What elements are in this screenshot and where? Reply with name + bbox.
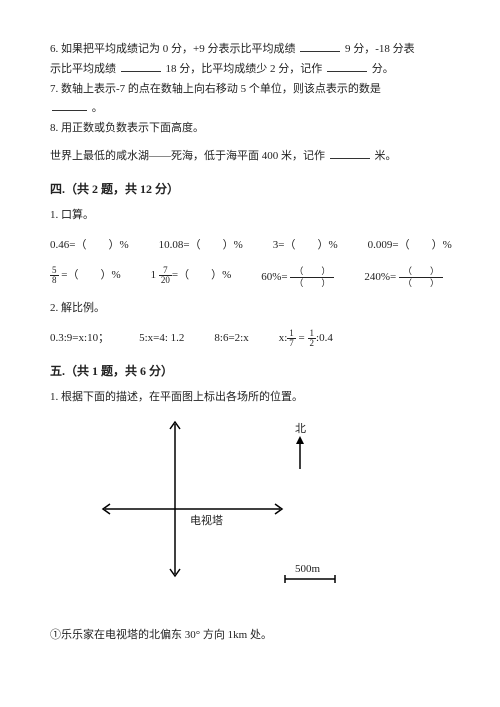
calc-row-2: 5 8 =（ ）% 1 7 20 =（ ）% 60%= （ ） （ ） 240%… <box>50 266 450 289</box>
map-diagram: 电视塔 北 500m <box>90 414 370 614</box>
calc-item: 10.08=（ ）% <box>159 236 243 256</box>
calc-item: 0.46=（ ）% <box>50 236 129 256</box>
calc-item: 0.009=（ ）% <box>368 236 452 256</box>
proportion-row: 0.3:9=x:10； 5:x=4: 1.2 8:6=2:x x:17 = 12… <box>50 329 450 349</box>
north-arrow-head-icon <box>296 436 304 444</box>
q6-text: 分。 <box>372 63 394 75</box>
calc-item: 60%= （ ） （ ） <box>261 266 334 289</box>
fraction: （ ） （ ） <box>399 266 443 289</box>
diagram: 电视塔 北 500m <box>90 414 450 614</box>
fraction: 7 20 <box>159 266 172 285</box>
fraction: 17 <box>287 329 296 348</box>
center-label: 电视塔 <box>190 513 223 527</box>
section-5-title: 五.（共 1 题，共 6 分） <box>50 361 450 383</box>
q7-text: 7. 数轴上表示-7 的点在数轴上向右移动 5 个单位，则该点表示的数是 <box>50 83 381 95</box>
q6-text: 18 分，比平均成绩少 2 分，记作 <box>166 63 323 75</box>
s4-q1: 1. 口算。 <box>50 206 450 226</box>
q8-text: 世界上最低的咸水湖——死海，低于海平面 400 米，记作 <box>50 150 325 162</box>
blank[interactable] <box>52 101 87 112</box>
question-7: 7. 数轴上表示-7 的点在数轴上向右移动 5 个单位，则该点表示的数是 。 <box>50 80 450 120</box>
q8-text: 8. 用正数或负数表示下面高度。 <box>50 122 204 134</box>
calc-row-1: 0.46=（ ）% 10.08=（ ）% 3=（ ）% 0.009=（ ）% <box>50 236 450 256</box>
question-8: 8. 用正数或负数表示下面高度。 <box>50 119 450 139</box>
prop-item: 0.3:9=x:10； <box>50 329 109 349</box>
north-label: 北 <box>295 422 306 435</box>
s4-q2: 2. 解比例。 <box>50 299 450 319</box>
q7-text: 。 <box>92 102 103 114</box>
calc-item: 5 8 =（ ）% <box>50 266 121 289</box>
blank[interactable] <box>121 61 161 72</box>
q6-text: 示比平均成绩 <box>50 63 116 75</box>
prop-item: 5:x=4: 1.2 <box>139 329 184 349</box>
q6-text: 9 分，-18 分表 <box>345 43 415 55</box>
prop-item: 8:6=2:x <box>214 329 248 349</box>
fraction: （ ） （ ） <box>290 266 334 289</box>
fraction: 12 <box>308 329 317 348</box>
calc-item: 240%= （ ） （ ） <box>364 266 443 289</box>
s5-q1: 1. 根据下面的描述，在平面图上标出各场所的位置。 <box>50 388 450 408</box>
question-6: 6. 如果把平均成绩记为 0 分，+9 分表示比平均成绩 9 分，-18 分表 … <box>50 40 450 80</box>
q6-text: 6. 如果把平均成绩记为 0 分，+9 分表示比平均成绩 <box>50 43 295 55</box>
question-8-line2: 世界上最低的咸水湖——死海，低于海平面 400 米，记作 米。 <box>50 147 450 167</box>
s5-item1: ①乐乐家在电视塔的北偏东 30° 方向 1km 处。 <box>50 626 450 646</box>
blank[interactable] <box>330 148 370 159</box>
blank[interactable] <box>300 41 340 52</box>
q8-text: 米。 <box>375 150 397 162</box>
fraction: 5 8 <box>50 266 59 285</box>
prop-item: x:17 = 12:0.4 <box>279 329 333 349</box>
calc-item: 1 7 20 =（ ）% <box>151 266 232 289</box>
blank[interactable] <box>327 61 367 72</box>
section-4-title: 四.（共 2 题，共 12 分） <box>50 179 450 201</box>
calc-item: 3=（ ）% <box>273 236 338 256</box>
scale-label: 500m <box>295 563 321 575</box>
